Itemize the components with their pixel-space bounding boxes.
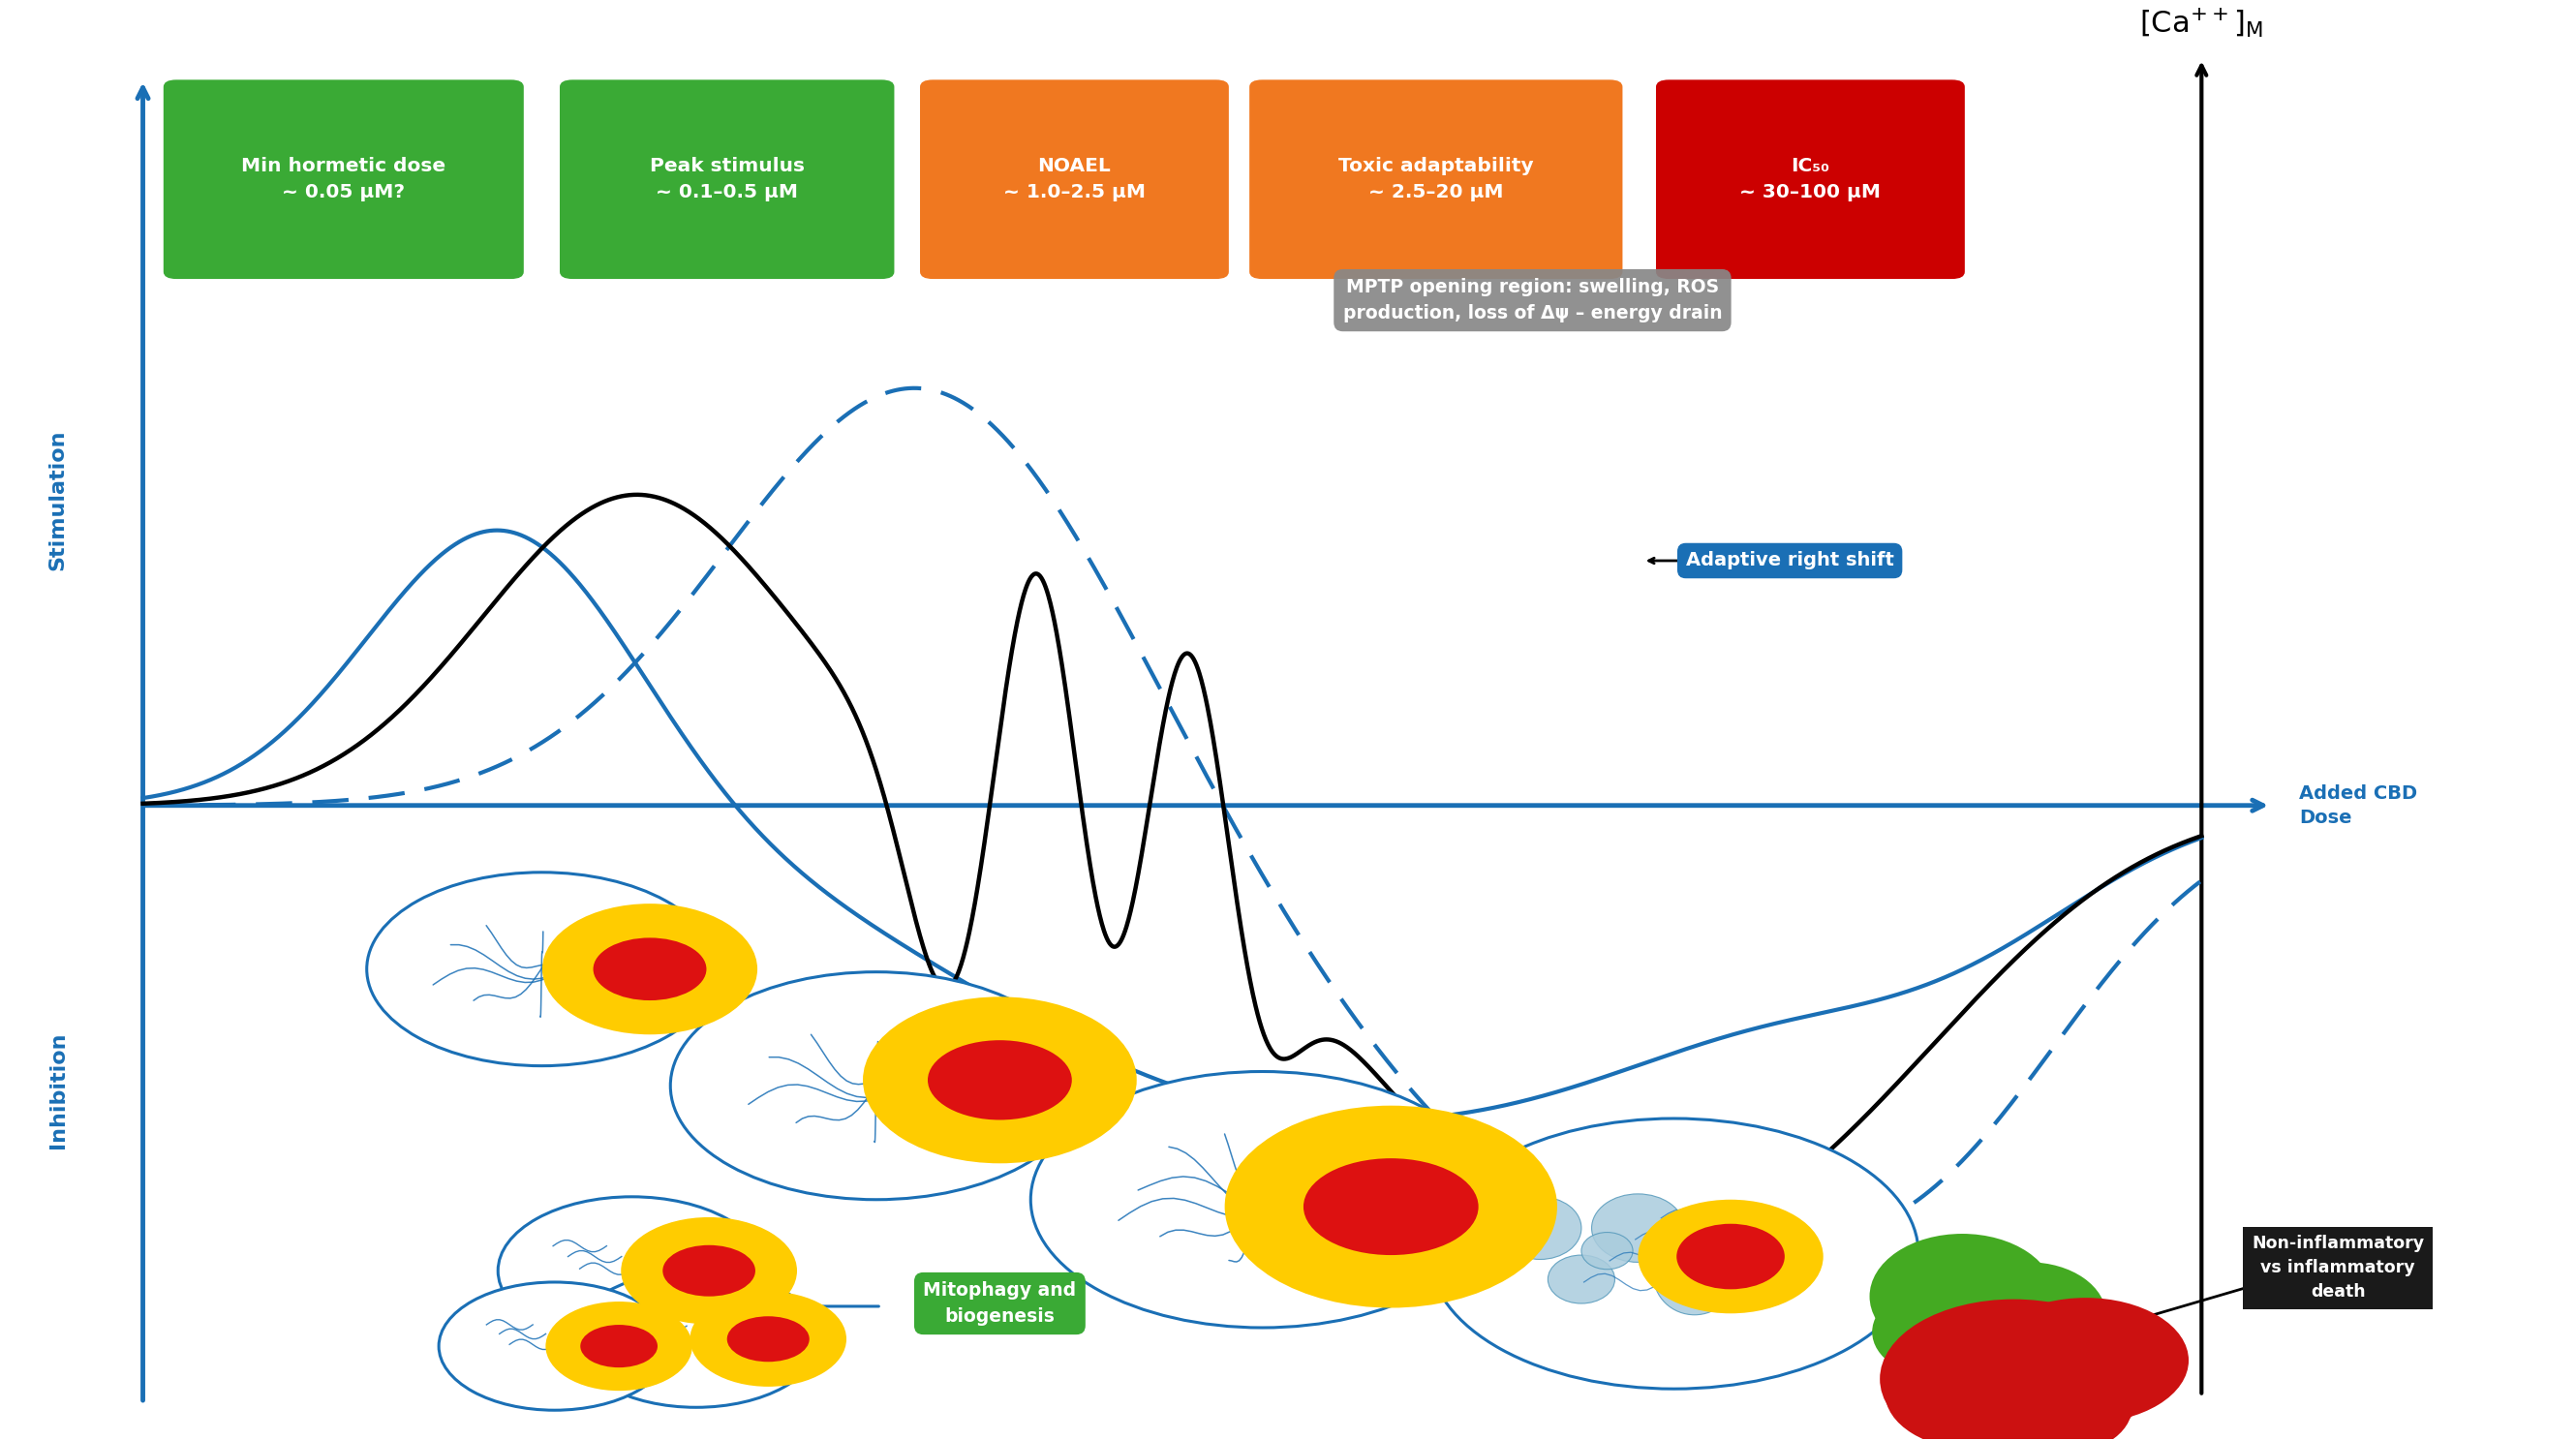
Text: Min hormetic dose
~ 0.05 μM?: Min hormetic dose ~ 0.05 μM?: [242, 157, 446, 202]
Circle shape: [1430, 1119, 1919, 1388]
Text: IC₅₀
~ 30–100 μM: IC₅₀ ~ 30–100 μM: [1739, 157, 1880, 202]
Ellipse shape: [1499, 1197, 1582, 1260]
Ellipse shape: [592, 937, 706, 1001]
Text: Adaptive right shift: Adaptive right shift: [1685, 552, 1893, 570]
Text: Inhibition: Inhibition: [49, 1031, 67, 1148]
Text: Toxic adaptability
~ 2.5–20 μM: Toxic adaptability ~ 2.5–20 μM: [1340, 157, 1533, 202]
Circle shape: [572, 1270, 819, 1407]
Ellipse shape: [1582, 1233, 1633, 1269]
Ellipse shape: [1886, 1336, 2071, 1440]
Ellipse shape: [1953, 1263, 2107, 1371]
Circle shape: [670, 972, 1082, 1200]
Ellipse shape: [546, 1302, 693, 1391]
Ellipse shape: [1677, 1224, 1785, 1289]
Ellipse shape: [1870, 1234, 2056, 1359]
Circle shape: [497, 1197, 765, 1345]
Text: Non-inflammatory
vs inflammatory
death: Non-inflammatory vs inflammatory death: [2251, 1236, 2424, 1300]
Ellipse shape: [1548, 1256, 1615, 1303]
Ellipse shape: [662, 1246, 755, 1296]
Ellipse shape: [1654, 1236, 1736, 1315]
Text: Mitophagy and
biogenesis: Mitophagy and biogenesis: [922, 1282, 1077, 1325]
Text: Stimulation: Stimulation: [49, 429, 67, 570]
Ellipse shape: [580, 1325, 657, 1368]
Ellipse shape: [1592, 1194, 1685, 1263]
Circle shape: [366, 873, 716, 1066]
FancyBboxPatch shape: [920, 79, 1229, 279]
FancyBboxPatch shape: [162, 79, 523, 279]
FancyBboxPatch shape: [1656, 79, 1965, 279]
Ellipse shape: [1638, 1200, 1824, 1313]
Ellipse shape: [726, 1316, 809, 1362]
Ellipse shape: [1873, 1284, 2017, 1380]
Text: MPTP opening region: swelling, ROS
production, loss of Δψ – energy drain: MPTP opening region: swelling, ROS produ…: [1342, 278, 1723, 323]
Text: $\left[\mathrm{Ca}^{++}\right]_{\mathrm{M}}$: $\left[\mathrm{Ca}^{++}\right]_{\mathrm{…: [2141, 7, 2264, 40]
Text: Peak stimulus
~ 0.1–0.5 μM: Peak stimulus ~ 0.1–0.5 μM: [649, 157, 804, 202]
Ellipse shape: [1978, 1359, 2133, 1440]
Text: NOAEL
~ 1.0–2.5 μM: NOAEL ~ 1.0–2.5 μM: [1002, 157, 1146, 202]
Circle shape: [438, 1282, 670, 1410]
Ellipse shape: [863, 996, 1136, 1164]
Ellipse shape: [1303, 1158, 1479, 1256]
FancyBboxPatch shape: [1249, 79, 1623, 279]
Ellipse shape: [690, 1292, 848, 1387]
Ellipse shape: [1224, 1106, 1556, 1308]
Ellipse shape: [1984, 1297, 2190, 1423]
Ellipse shape: [927, 1040, 1072, 1120]
Ellipse shape: [621, 1217, 796, 1325]
Circle shape: [1030, 1071, 1494, 1328]
Ellipse shape: [1880, 1299, 2148, 1440]
FancyBboxPatch shape: [559, 79, 894, 279]
Ellipse shape: [544, 904, 757, 1034]
Ellipse shape: [1700, 1214, 1762, 1260]
Text: Added CBD
Dose: Added CBD Dose: [2300, 785, 2419, 827]
